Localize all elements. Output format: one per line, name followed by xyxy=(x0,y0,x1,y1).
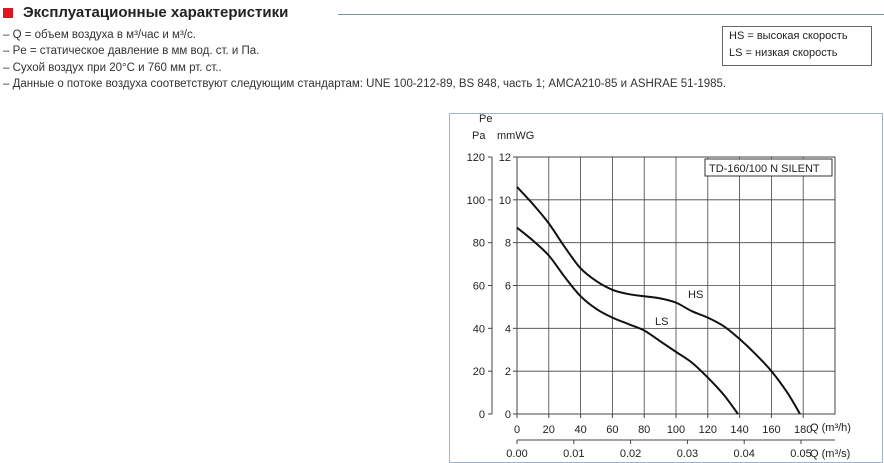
y-tick-label-pa: 80 xyxy=(473,238,485,250)
note-standards: – Данные о потоке воздуха соответствуют … xyxy=(3,78,727,90)
x-tick-label: 160 xyxy=(762,424,780,436)
speed-legend: HS = высокая скорость LS = низкая скорос… xyxy=(722,26,872,66)
x2-tick-label: 0.05 xyxy=(790,448,811,460)
y-tick-label-pa: 40 xyxy=(473,323,485,335)
note-air: – Сухой воздух при 20°C и 760 мм рт. ст.… xyxy=(3,62,222,74)
note-pe: – Pe = статическое давление в мм вод. ст… xyxy=(3,45,260,57)
x-tick-label: 80 xyxy=(638,424,650,436)
series-line-hs xyxy=(516,186,801,415)
series-label-hs: HS xyxy=(688,289,703,301)
x2-label: Q (m³/s) xyxy=(810,448,850,460)
chart-title: TD-160/100 N SILENT xyxy=(709,163,820,175)
x-tick-label: 100 xyxy=(667,424,685,436)
y-tick-label-pa: 120 xyxy=(467,152,485,164)
legend-ls: LS = низкая скорость xyxy=(729,47,838,59)
y-tick-label-mmwg: 0 xyxy=(505,409,511,421)
x2-tick-label: 0.04 xyxy=(733,448,754,460)
y-tick-label-pa: 100 xyxy=(467,195,485,207)
x-tick-label: 120 xyxy=(699,424,717,436)
y-tick-label-pa: 0 xyxy=(479,409,485,421)
x-tick-label: 140 xyxy=(730,424,748,436)
series-label-ls: LS xyxy=(655,316,668,328)
x-label: Q (m³/h) xyxy=(810,422,851,434)
y-tick-label-mmwg: 12 xyxy=(499,152,511,164)
y-unit-mmwg: mmWG xyxy=(497,130,534,142)
y-tick-label-mmwg: 2 xyxy=(505,366,511,378)
legend-hs: HS = высокая скорость xyxy=(729,30,848,42)
title-box xyxy=(704,158,833,177)
series-line-ls xyxy=(516,226,739,415)
x-tick-label: 20 xyxy=(543,424,555,436)
section-title: Эксплуатационные характеристики xyxy=(23,4,289,21)
y-tick-label-mmwg: 8 xyxy=(505,238,511,250)
x-tick-label: 180 xyxy=(794,424,812,436)
x2-tick-label: 0.00 xyxy=(506,448,527,460)
x-tick-label: 60 xyxy=(606,424,618,436)
x-tick-label: 40 xyxy=(574,424,586,436)
header-marker xyxy=(3,8,13,18)
ls-label-bg xyxy=(650,314,672,328)
x2-tick-label: 0.03 xyxy=(677,448,698,460)
y-tick-label-mmwg: 6 xyxy=(505,281,511,293)
y-tick-label-pa: 60 xyxy=(473,281,485,293)
y-tick-label-mmwg: 10 xyxy=(499,195,511,207)
note-q: – Q = объем воздуха в м³/час и м³/с. xyxy=(3,29,196,41)
x2-tick-label: 0.01 xyxy=(563,448,584,460)
ylabel: Pe xyxy=(479,113,492,125)
x-tick-label: 0 xyxy=(514,424,520,436)
y-tick-label-pa: 20 xyxy=(473,366,485,378)
x2-tick-label: 0.02 xyxy=(620,448,641,460)
y-tick-label-mmwg: 4 xyxy=(505,323,511,335)
header-rule xyxy=(338,14,884,15)
y-unit-pa: Pa xyxy=(472,130,486,142)
